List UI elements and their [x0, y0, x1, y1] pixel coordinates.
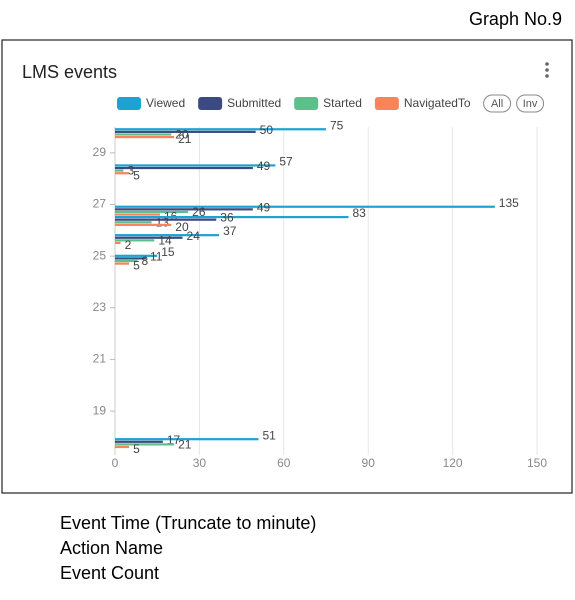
legend-swatch — [198, 97, 223, 110]
y-tick-label: 27 — [93, 197, 107, 211]
data-label: 14 — [158, 233, 172, 247]
data-label: 24 — [187, 229, 201, 243]
legend-swatch — [294, 97, 319, 110]
x-tick-label: 30 — [193, 456, 207, 470]
x-tick-label: 150 — [527, 456, 547, 470]
bar — [115, 213, 161, 216]
bar — [115, 234, 220, 237]
bar — [115, 210, 189, 214]
legend-label[interactable]: NavigatedTo — [404, 96, 471, 110]
legend-swatch — [374, 97, 399, 110]
bar — [115, 218, 217, 221]
data-label: 21 — [178, 132, 192, 146]
bar — [115, 215, 349, 219]
x-tick-label: 0 — [112, 456, 119, 470]
bar — [115, 130, 256, 133]
legend-swatch — [117, 97, 141, 110]
header: Graph No.9 — [469, 9, 562, 29]
data-label: 20 — [175, 128, 189, 142]
bar — [115, 133, 172, 136]
data-label: 51 — [262, 428, 276, 442]
bar — [115, 438, 259, 441]
bar — [115, 128, 326, 131]
y-tick-label: 25 — [93, 248, 107, 262]
legend-button[interactable] — [483, 94, 512, 113]
bar — [115, 445, 130, 449]
y-tick-label: 29 — [93, 145, 107, 159]
y-tick-label: 21 — [93, 352, 107, 366]
data-label: 15 — [161, 245, 175, 259]
bar — [115, 440, 163, 443]
bar — [115, 236, 183, 239]
data-label: 36 — [220, 211, 234, 225]
data-label: 13 — [156, 215, 170, 229]
bar — [115, 262, 130, 265]
bar — [115, 164, 276, 167]
x-tick-label: 120 — [443, 456, 463, 470]
legend-button[interactable] — [516, 94, 545, 113]
data-label: 5 — [133, 259, 140, 273]
data-label: 50 — [260, 123, 274, 137]
data-label: 135 — [499, 196, 519, 210]
bar — [115, 208, 253, 211]
bar — [115, 259, 138, 263]
data-label: 49 — [257, 200, 271, 214]
bar — [115, 205, 495, 208]
legend-label[interactable]: Submitted — [227, 96, 281, 110]
bar — [115, 254, 158, 257]
bar — [115, 166, 253, 170]
data-label: 5 — [133, 442, 140, 456]
data-label: 8 — [142, 254, 149, 268]
footer-line: Event Time (Truncate to minute) — [60, 513, 316, 533]
bar — [115, 169, 124, 172]
legend-button-label[interactable]: Inv — [523, 98, 538, 110]
data-label: 49 — [257, 159, 271, 173]
data-label: 2 — [125, 238, 132, 252]
x-tick-label: 90 — [362, 456, 376, 470]
legend-label[interactable]: Viewed — [146, 96, 185, 110]
bar — [115, 221, 152, 224]
x-tick-label: 60 — [277, 456, 291, 470]
bar — [115, 239, 155, 242]
bar — [115, 172, 130, 175]
data-label: 11 — [150, 249, 163, 263]
legend-label[interactable]: Started — [323, 96, 362, 110]
data-label: 3 — [127, 164, 134, 178]
bar — [115, 241, 121, 245]
bar — [115, 135, 175, 139]
y-tick-label: 19 — [93, 403, 107, 417]
bar — [115, 257, 146, 260]
y-tick-label: 23 — [93, 300, 107, 314]
data-label: 5 — [133, 168, 140, 182]
data-label: 21 — [178, 437, 192, 451]
data-label: 83 — [353, 206, 367, 220]
data-label: 37 — [223, 224, 237, 238]
footer-line: Event Count — [60, 563, 159, 583]
chart-title: LMS events — [22, 62, 117, 82]
data-label: 57 — [279, 154, 293, 168]
bar — [115, 443, 175, 446]
menu-icon[interactable] — [545, 62, 549, 78]
data-label: 75 — [330, 118, 344, 132]
footer-line: Action Name — [60, 538, 163, 558]
data-label: 20 — [175, 220, 189, 234]
data-label: 26 — [192, 205, 206, 219]
card — [1, 39, 573, 494]
legend-button-label[interactable]: All — [491, 98, 503, 110]
bar — [115, 223, 172, 226]
